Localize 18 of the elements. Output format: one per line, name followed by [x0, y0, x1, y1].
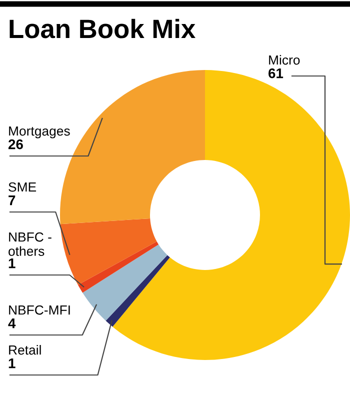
data-label: 1 [8, 358, 16, 368]
donut-slice [78, 241, 159, 293]
slice-label: Mortgages [9, 126, 70, 138]
slice-label: NBFC - others [8, 232, 52, 256]
data-label: 61 [268, 68, 284, 78]
slice-label: NBFC-MFI [9, 305, 70, 315]
donut-slice [82, 244, 168, 321]
data-label: 26 [8, 139, 23, 150]
chart-title: Loan Book Mix [10, 18, 196, 38]
slice-label: Retail [9, 345, 41, 355]
slice-label: SME [8, 182, 36, 192]
slice-label: Micro [269, 55, 300, 65]
data-label: 4 [8, 318, 16, 328]
data-label: 1 [8, 258, 16, 268]
donut-slice [112, 70, 350, 360]
donut-slice [60, 218, 157, 285]
data-label: 7 [8, 196, 16, 206]
donut-slice [106, 255, 170, 327]
